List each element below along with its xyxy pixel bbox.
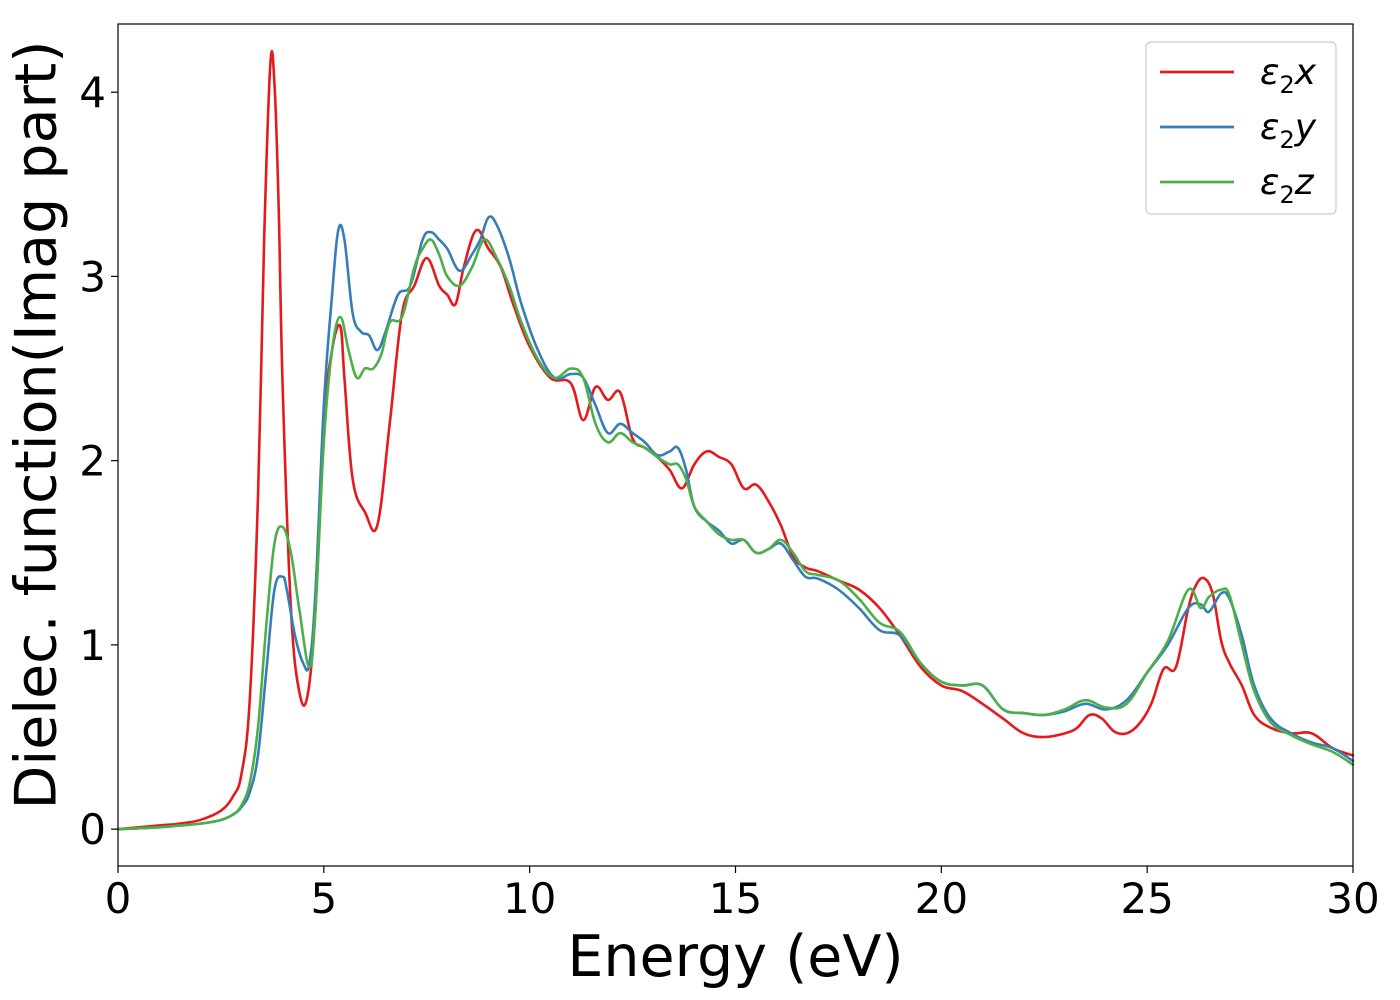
x-tick-label: 0 [105,874,132,923]
y-axis-label: Dielec. function(Imag part) [4,40,70,809]
legend-label-y: ε2y [1260,107,1317,154]
y-tick-label: 4 [79,68,106,117]
plot-lines [116,49,1355,831]
legend-label-z: ε2z [1260,162,1315,209]
x-tick-label: 20 [915,874,968,923]
x-tick-label: 10 [503,874,556,923]
legend: ε2x ε2y ε2z [1145,41,1337,215]
series-line-y [116,215,1355,831]
y-tick-label: 1 [79,621,106,670]
y-axis-ticks: 0 1 2 3 4 [79,68,118,854]
series-line-x [116,49,1355,831]
y-tick-label: 3 [79,252,106,301]
x-tick-label: 15 [709,874,762,923]
legend-label-x: ε2x [1260,52,1317,99]
x-tick-label: 30 [1326,874,1379,923]
x-tick-label: 5 [310,874,337,923]
legend-box [1145,41,1337,215]
y-tick-label: 0 [79,805,106,854]
x-axis-label: Energy (eV) [567,924,903,990]
y-tick-label: 2 [79,437,106,486]
series-line-z [116,238,1355,831]
x-tick-label: 25 [1120,874,1173,923]
x-axis-ticks: 0 5 10 15 20 25 30 [105,866,1380,923]
